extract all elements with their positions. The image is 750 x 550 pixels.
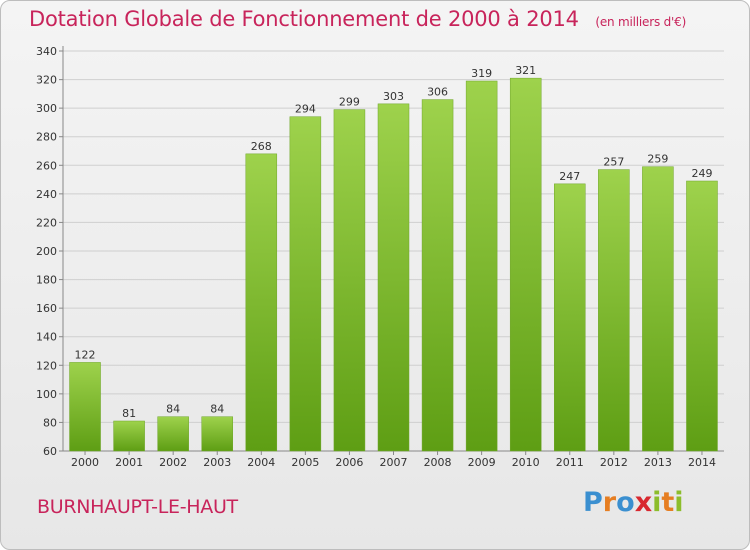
x-tick-label: 2005 (291, 456, 319, 469)
logo-letter: P (583, 487, 603, 518)
y-tick-label: 340 (36, 45, 57, 58)
logo-letter: o (616, 487, 635, 518)
bar-2009 (465, 80, 498, 452)
logo-letter: r (602, 487, 617, 518)
logo-letter: t (661, 487, 675, 518)
y-tick-label: 320 (36, 74, 57, 87)
x-tick-label: 2002 (159, 456, 187, 469)
x-tick-label: 2009 (468, 456, 496, 469)
bar-2011 (554, 183, 586, 452)
bar-2012 (598, 169, 630, 452)
data-label: 319 (471, 67, 492, 80)
y-tick-label: 220 (36, 216, 57, 229)
bar-2010 (509, 77, 542, 452)
data-label: 306 (427, 86, 448, 99)
x-tick-label: 2011 (556, 456, 584, 469)
commune-name: BURNHAUPT-LE-HAUT (37, 496, 238, 518)
x-tick-label: 2010 (512, 456, 540, 469)
y-tick-label: 240 (36, 188, 57, 201)
bar-2013 (642, 166, 674, 452)
x-tick-label: 2013 (644, 456, 672, 469)
y-tick-label: 200 (36, 245, 57, 258)
data-label: 303 (383, 90, 404, 103)
bar-2002 (157, 416, 189, 452)
x-tick-label: 2003 (203, 456, 231, 469)
bar-2014 (686, 180, 718, 452)
y-tick-label: 80 (43, 416, 57, 429)
x-tick-label: 2001 (115, 456, 143, 469)
y-tick-label: 300 (36, 102, 57, 115)
data-label: 268 (251, 140, 272, 153)
bar-2001 (113, 420, 145, 452)
data-label: 294 (295, 103, 316, 116)
data-label: 84 (210, 403, 224, 416)
bar-2008 (421, 99, 454, 452)
bar-2005 (289, 116, 322, 452)
y-tick-label: 160 (36, 302, 57, 315)
y-tick-label: 280 (36, 131, 57, 144)
chart-unit: (en milliers d'€) (595, 15, 687, 29)
data-label: 247 (559, 170, 580, 183)
data-label: 122 (75, 348, 96, 361)
y-tick-label: 260 (36, 159, 57, 172)
chart-title-text: Dotation Globale de Fonctionnement de 20… (29, 7, 579, 31)
x-tick-label: 2014 (688, 456, 716, 469)
bar-2007 (377, 103, 410, 452)
logo-letter: i (674, 487, 684, 518)
data-label: 259 (647, 153, 668, 166)
y-tick-label: 60 (43, 445, 57, 458)
chart-title: Dotation Globale de Fonctionnement de 20… (29, 7, 686, 31)
data-label: 249 (691, 167, 712, 180)
logo-letter: i (652, 487, 662, 518)
data-label: 81 (122, 407, 136, 420)
data-label: 84 (166, 403, 180, 416)
x-tick-label: 2000 (71, 456, 99, 469)
y-tick-label: 100 (36, 388, 57, 401)
y-tick-label: 180 (36, 274, 57, 287)
data-label: 257 (603, 156, 624, 169)
data-label: 299 (339, 96, 360, 109)
x-tick-label: 2007 (380, 456, 408, 469)
bar-2006 (333, 109, 366, 452)
y-tick-label: 120 (36, 359, 57, 372)
logo-letter: x (634, 487, 653, 518)
proxiti-logo: Proxiti (583, 487, 684, 518)
bar-2000 (69, 362, 101, 452)
x-tick-label: 2004 (247, 456, 275, 469)
bar-2003 (201, 416, 233, 452)
x-tick-label: 2008 (424, 456, 452, 469)
data-label: 321 (515, 64, 536, 77)
x-tick-label: 2006 (335, 456, 363, 469)
x-tick-label: 2012 (600, 456, 628, 469)
bar-2004 (245, 153, 278, 452)
y-tick-label: 140 (36, 331, 57, 344)
